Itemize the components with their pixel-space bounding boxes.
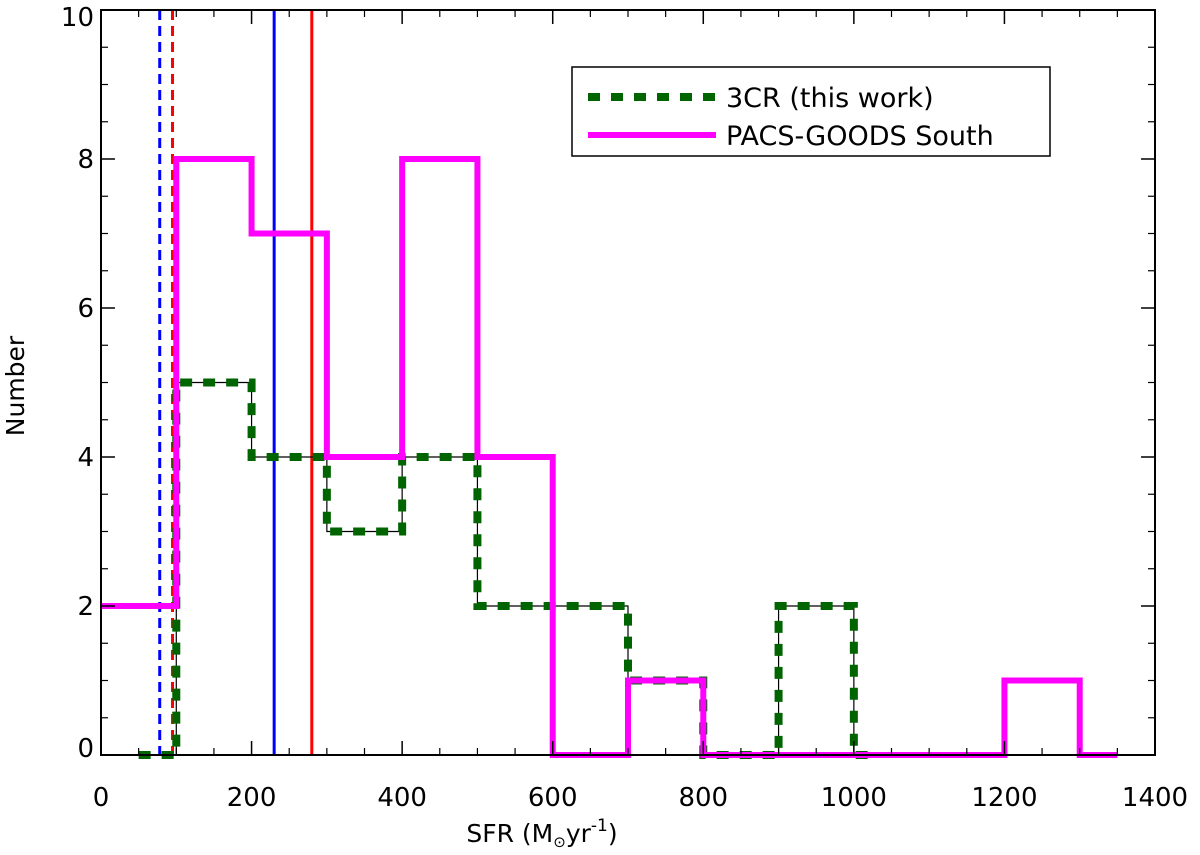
y-tick-labels: 0 2 4 6 8 10: [61, 3, 94, 764]
y-axis-title: Number: [1, 335, 30, 436]
x-axis-title: SFR (M⊙yr-1): [466, 816, 617, 851]
y-tick-label: 4: [77, 443, 94, 473]
legend-label-3cr: 3CR (this work): [726, 83, 934, 114]
y-tick-label: 10: [61, 3, 94, 33]
y-tick-label: 0: [77, 734, 94, 764]
legend: 3CR (this work) PACS-GOODS South: [571, 66, 1051, 157]
x-tick-label: 800: [678, 783, 728, 813]
y-tick-label: 2: [77, 592, 94, 622]
x-axis-title-main: SFR (M: [466, 819, 553, 848]
series-pacs-histogram: [101, 156, 1118, 758]
x-axis-title-close: ): [608, 819, 618, 848]
x-tick-label: 200: [227, 783, 277, 813]
legend-label-pacs: PACS-GOODS South: [726, 121, 994, 152]
x-axis-title-exponent: -1: [591, 816, 608, 836]
series-3cr-outline: [138, 381, 877, 756]
x-tick-label: 1400: [1122, 783, 1188, 813]
x-tick-label: 600: [528, 783, 578, 813]
y-tick-label: 6: [77, 294, 94, 324]
x-axis-title-units: yr: [566, 819, 592, 848]
histogram-series: [101, 156, 1118, 759]
x-tick-label: 400: [377, 783, 427, 813]
y-tick-label: 8: [77, 145, 94, 175]
axis-ticks: [100, 9, 1156, 756]
reference-lines: [158, 10, 314, 755]
legend-box: [571, 66, 1051, 157]
x-axis-title-sun-symbol: ⊙: [553, 833, 566, 851]
x-tick-label: 1000: [821, 783, 887, 813]
x-tick-labels: 0 200 400 600 800 1000 1200 1400: [93, 783, 1188, 813]
x-tick-label: 1200: [971, 783, 1037, 813]
x-tick-label: 0: [93, 783, 110, 813]
series-3cr-histogram: [138, 378, 877, 759]
